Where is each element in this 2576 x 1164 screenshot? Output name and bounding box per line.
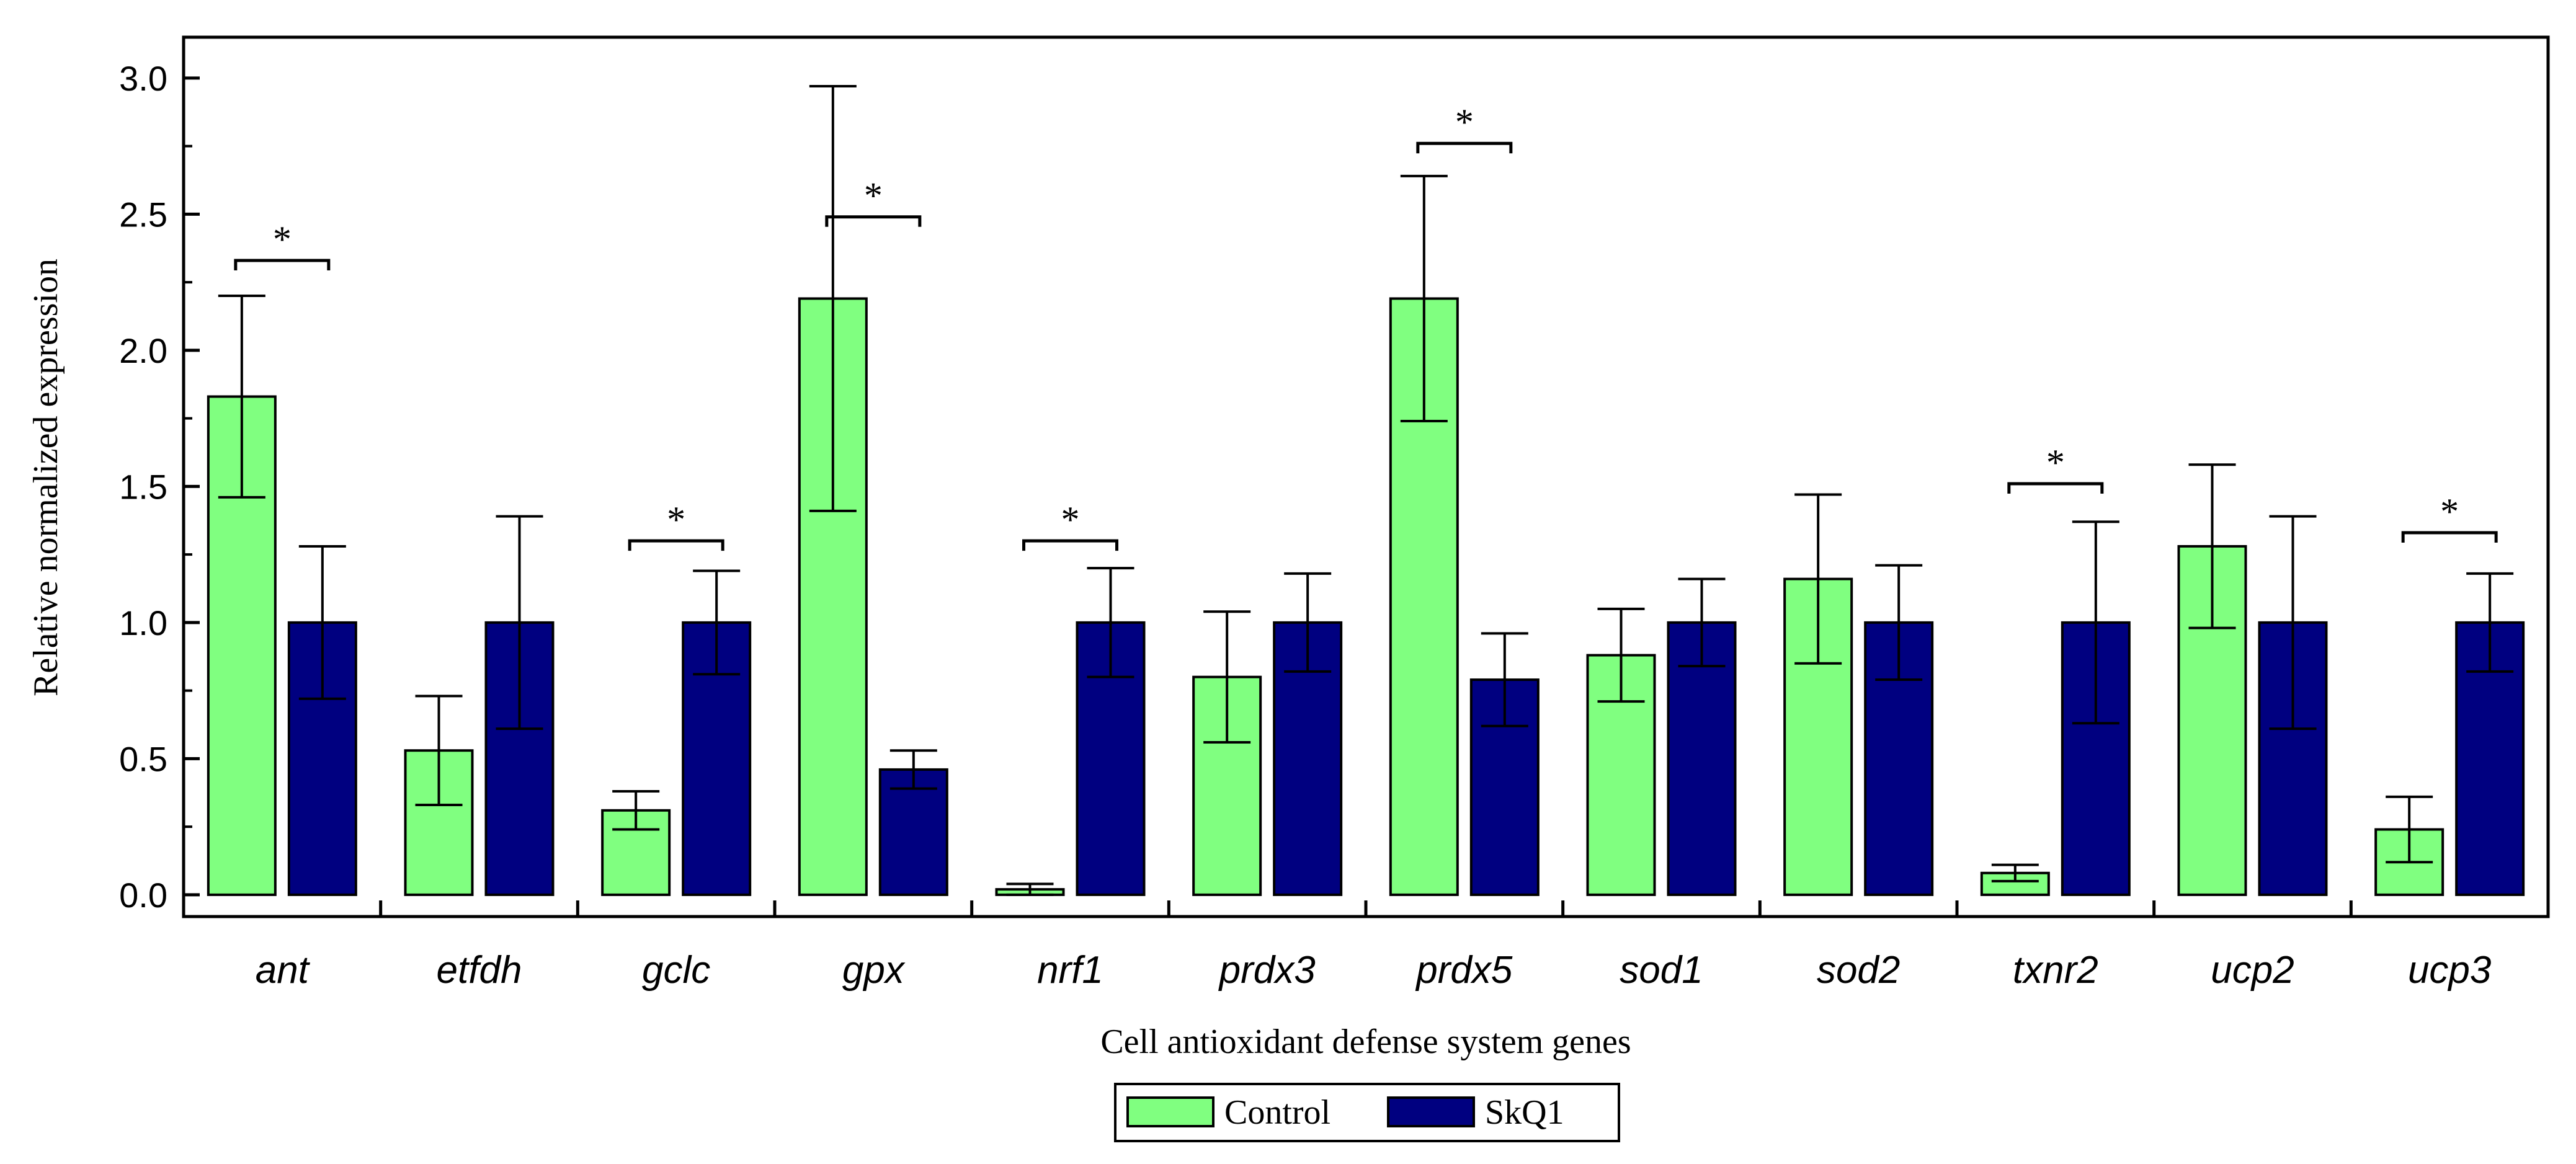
y-tick-label: 0.0 — [119, 876, 167, 915]
legend-label-control: Control — [1224, 1093, 1330, 1132]
x-category-label-prdx3: prdx3 — [1218, 949, 1316, 992]
x-axis-title: Cell antioxidant defense system genes — [1100, 1023, 1631, 1061]
legend: Control SkQ1 — [1114, 1083, 1620, 1142]
x-category-label-sod1: sod1 — [1620, 949, 1703, 992]
legend-swatch-control — [1126, 1096, 1214, 1127]
significance-bracket-nrf1 — [1022, 539, 1118, 551]
legend-label-skq1: SkQ1 — [1485, 1093, 1564, 1132]
y-tick-label: 0.5 — [119, 739, 167, 778]
x-category-label-prdx5: prdx5 — [1415, 949, 1513, 992]
x-category-label-ant: ant — [256, 949, 311, 992]
significance-star-gclc: * — [667, 499, 685, 540]
x-category-label-ucp2: ucp2 — [2211, 949, 2294, 992]
x-category-label-etfdh: etfdh — [437, 949, 522, 992]
significance-star-nrf1: * — [1061, 499, 1080, 540]
x-category-label-gclc: gclc — [642, 949, 710, 992]
significance-star-ant: * — [273, 219, 292, 260]
x-category-label-ucp3: ucp3 — [2408, 949, 2491, 992]
significance-bracket-gpx — [825, 215, 922, 227]
x-category-label-txnr2: txnr2 — [2013, 949, 2098, 992]
significance-star-prdx5: * — [1455, 102, 1474, 143]
legend-swatch-skq1 — [1387, 1096, 1475, 1127]
x-category-label-nrf1: nrf1 — [1037, 949, 1103, 992]
x-category-label-gpx: gpx — [842, 949, 906, 992]
x-category-label-sod2: sod2 — [1817, 949, 1900, 992]
bar-skq1-gpx — [878, 768, 948, 896]
significance-star-gpx: * — [864, 175, 883, 216]
significance-bracket-ant — [234, 259, 331, 270]
significance-bracket-txnr2 — [2007, 482, 2104, 494]
significance-bracket-gclc — [628, 539, 724, 551]
y-tick-label: 2.0 — [119, 331, 167, 370]
y-tick-label: 2.5 — [119, 195, 167, 234]
significance-bracket-prdx5 — [1416, 141, 1513, 154]
y-axis-title: Relative normalized expression — [27, 259, 65, 696]
significance-star-ucp3: * — [2440, 491, 2459, 532]
y-tick-label: 1.5 — [119, 467, 167, 506]
significance-bracket-ucp3 — [2401, 531, 2498, 543]
y-tick-label: 3.0 — [119, 59, 167, 98]
y-tick-label: 1.0 — [119, 603, 167, 642]
significance-star-txnr2: * — [2046, 442, 2065, 483]
